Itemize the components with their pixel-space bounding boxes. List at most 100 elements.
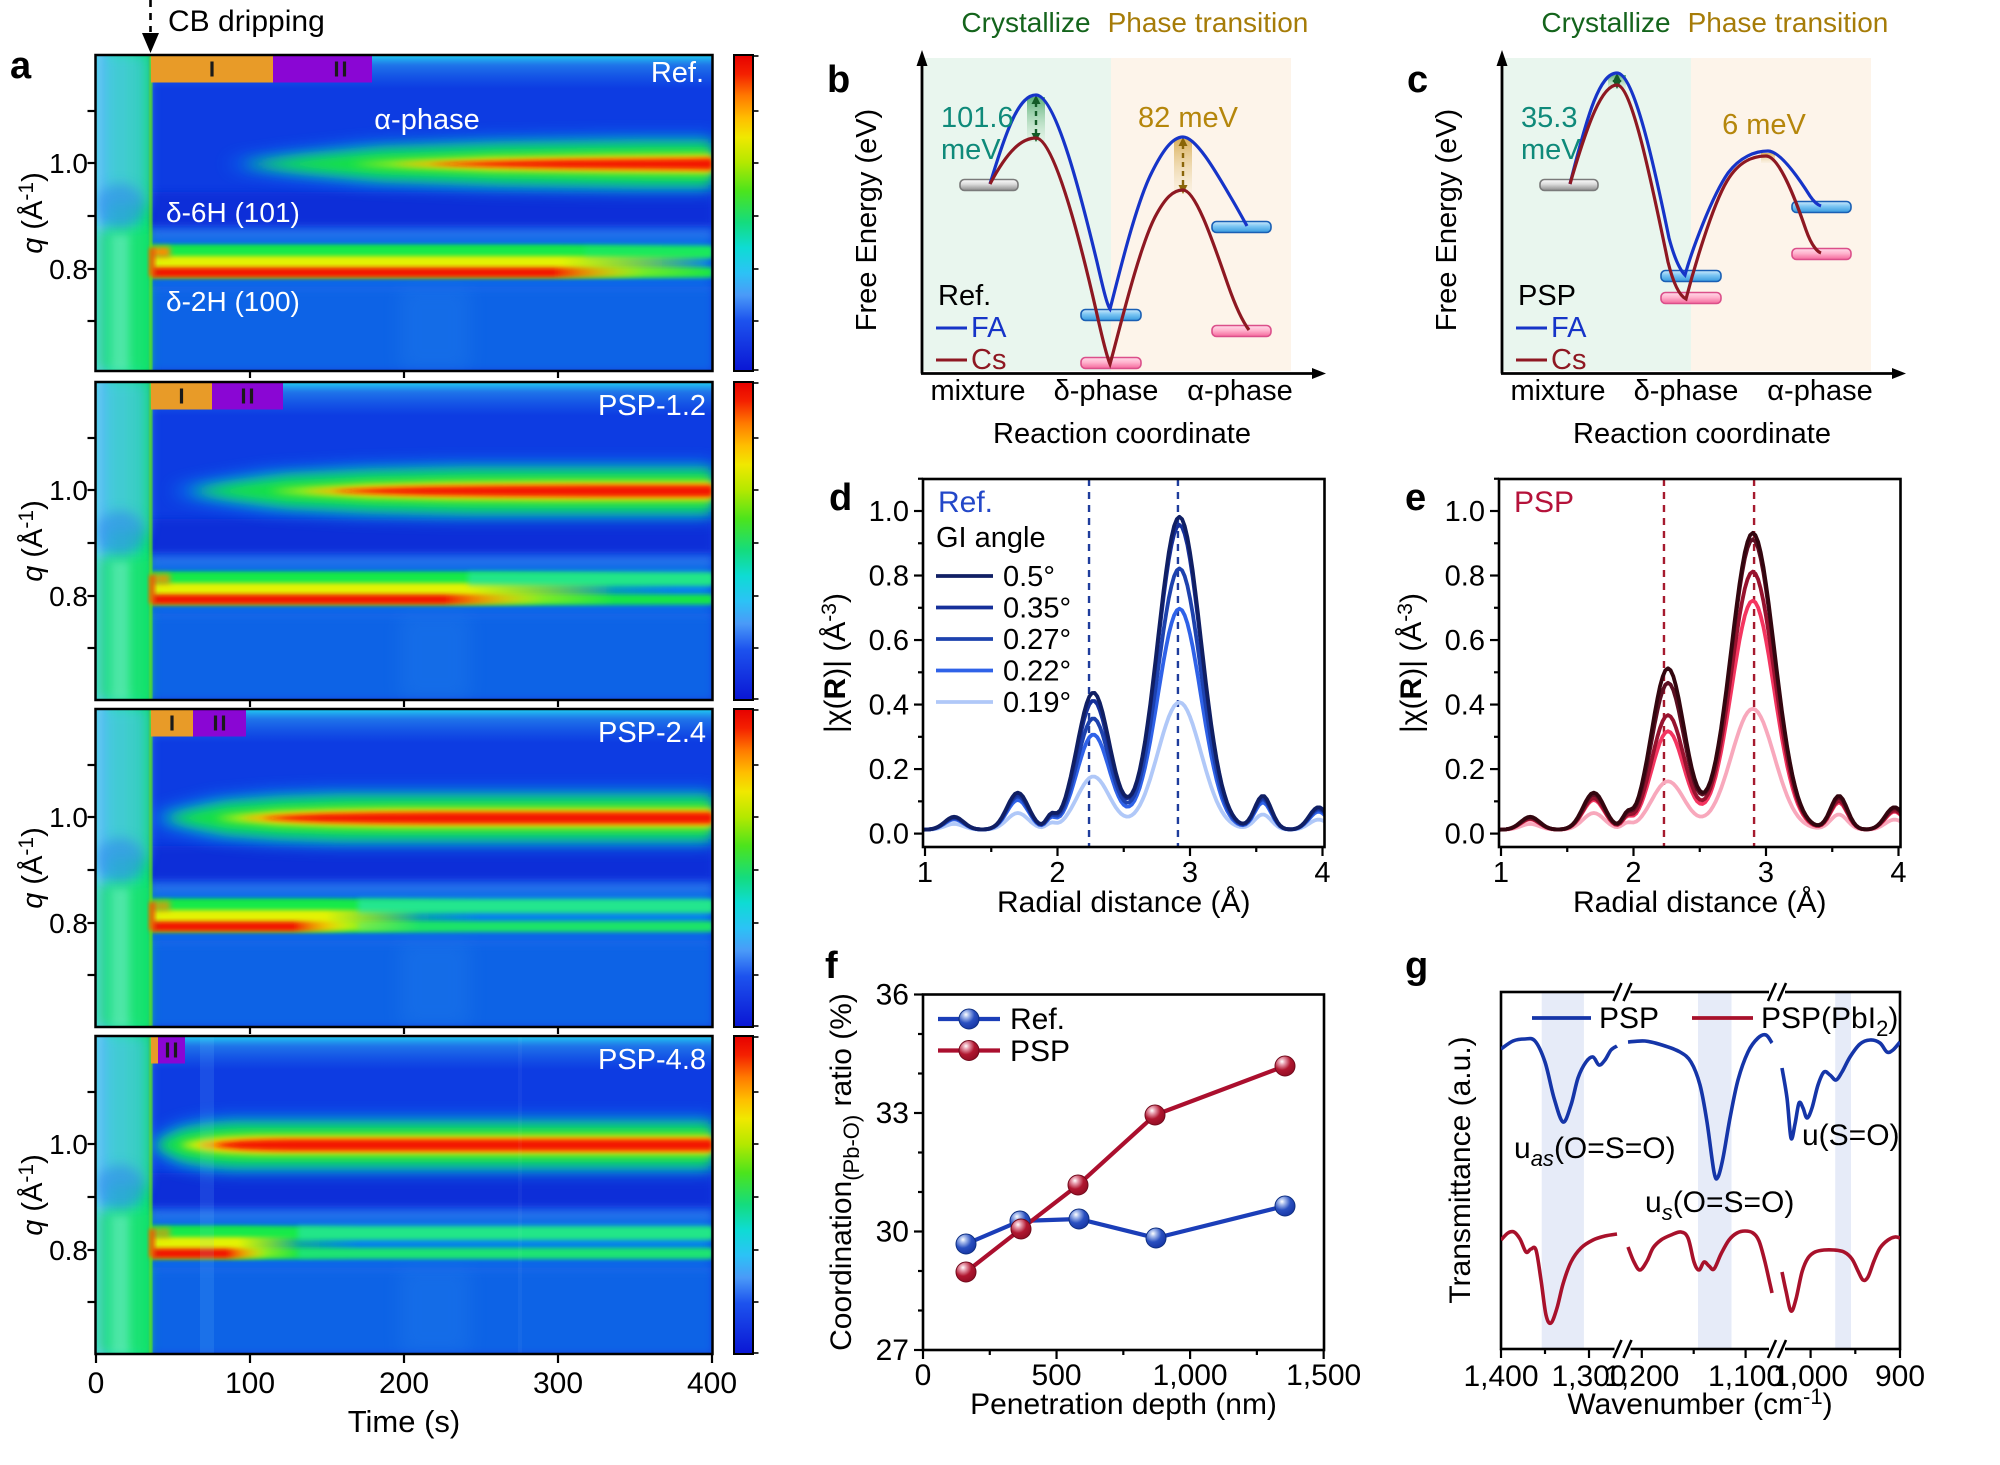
svg-text:1.0: 1.0 bbox=[49, 148, 88, 179]
svg-text:PSP-1.2: PSP-1.2 bbox=[598, 390, 706, 422]
svg-text:PSP-4.8: PSP-4.8 bbox=[598, 1044, 706, 1076]
svg-text:0.8: 0.8 bbox=[1445, 561, 1485, 593]
svg-text:GI angle: GI angle bbox=[936, 522, 1046, 554]
svg-text:82 meV: 82 meV bbox=[1138, 102, 1239, 134]
svg-text:30: 30 bbox=[876, 1216, 909, 1249]
svg-text:0.0: 0.0 bbox=[869, 819, 909, 851]
svg-text:27: 27 bbox=[876, 1334, 909, 1367]
svg-text:e: e bbox=[1405, 477, 1426, 519]
svg-text:0.27°: 0.27° bbox=[1003, 624, 1071, 656]
svg-text:us(O=S=O): us(O=S=O) bbox=[1645, 1186, 1794, 1225]
svg-text:PSP: PSP bbox=[1518, 280, 1576, 312]
svg-text:mixture: mixture bbox=[1510, 375, 1605, 407]
svg-text:Crystallize: Crystallize bbox=[961, 7, 1090, 38]
svg-text:PSP: PSP bbox=[1599, 1002, 1659, 1035]
svg-text:meV: meV bbox=[1521, 134, 1581, 166]
svg-text:Cs: Cs bbox=[1551, 344, 1586, 376]
svg-text:1: 1 bbox=[917, 857, 933, 889]
svg-text:1,300: 1,300 bbox=[1551, 1360, 1626, 1393]
svg-text:FA: FA bbox=[1551, 312, 1587, 344]
svg-text:δ-phase: δ-phase bbox=[1634, 375, 1739, 407]
svg-text:6 meV: 6 meV bbox=[1722, 109, 1806, 141]
svg-text:PSP: PSP bbox=[1514, 486, 1574, 519]
svg-text:4: 4 bbox=[1314, 857, 1330, 889]
svg-text:3: 3 bbox=[1182, 857, 1198, 889]
svg-text:PSP: PSP bbox=[1010, 1035, 1070, 1068]
svg-text:1.0: 1.0 bbox=[49, 1129, 88, 1160]
svg-text:mixture: mixture bbox=[930, 375, 1025, 407]
svg-text:1,000: 1,000 bbox=[1153, 1359, 1228, 1392]
svg-text:Coordination(Pb-O) ratio (%): Coordination(Pb-O) ratio (%) bbox=[825, 993, 864, 1351]
svg-text:q (Å-1): q (Å-1) bbox=[15, 827, 49, 909]
svg-text:δ-6H (101): δ-6H (101) bbox=[166, 197, 300, 228]
svg-text:0.2: 0.2 bbox=[869, 754, 909, 786]
svg-text:0.8: 0.8 bbox=[49, 254, 88, 285]
svg-text:1,400: 1,400 bbox=[1463, 1360, 1538, 1393]
svg-text:1,500: 1,500 bbox=[1286, 1359, 1361, 1392]
svg-text:Penetration depth (nm): Penetration depth (nm) bbox=[970, 1388, 1277, 1421]
svg-text:0.35°: 0.35° bbox=[1003, 593, 1071, 625]
svg-text:1,000: 1,000 bbox=[1773, 1360, 1848, 1393]
svg-text:0.8: 0.8 bbox=[869, 561, 909, 593]
svg-text:0.19°: 0.19° bbox=[1003, 687, 1071, 719]
svg-text:500: 500 bbox=[1032, 1359, 1082, 1392]
svg-text:Cs: Cs bbox=[971, 344, 1006, 376]
svg-text:α-phase: α-phase bbox=[1767, 375, 1872, 407]
svg-text:0.6: 0.6 bbox=[1445, 625, 1485, 657]
svg-text:1,100: 1,100 bbox=[1708, 1360, 1783, 1393]
svg-text:35.3: 35.3 bbox=[1521, 102, 1577, 134]
svg-text:b: b bbox=[827, 59, 850, 101]
svg-text:|χ(R)| (Å-3): |χ(R)| (Å-3) bbox=[818, 593, 852, 733]
svg-text:g: g bbox=[1405, 945, 1428, 987]
svg-text:0: 0 bbox=[915, 1359, 932, 1392]
svg-text:f: f bbox=[825, 945, 838, 987]
svg-text:0.4: 0.4 bbox=[1445, 690, 1485, 722]
svg-text:1.0: 1.0 bbox=[49, 802, 88, 833]
svg-text:0.22°: 0.22° bbox=[1003, 656, 1071, 688]
svg-text:q (Å-1): q (Å-1) bbox=[15, 172, 49, 254]
svg-text:0.5°: 0.5° bbox=[1003, 561, 1055, 593]
svg-text:0.4: 0.4 bbox=[869, 690, 909, 722]
svg-text:Reaction coordinate: Reaction coordinate bbox=[1573, 418, 1831, 450]
svg-text:PSP-2.4: PSP-2.4 bbox=[598, 717, 706, 749]
svg-text:c: c bbox=[1407, 59, 1428, 101]
svg-text:α-phase: α-phase bbox=[1187, 375, 1292, 407]
svg-text:1.0: 1.0 bbox=[49, 475, 88, 506]
svg-text:Radial distance (Å): Radial distance (Å) bbox=[1573, 886, 1826, 919]
svg-text:δ-phase: δ-phase bbox=[1054, 375, 1159, 407]
svg-text:Time (s): Time (s) bbox=[348, 1404, 461, 1439]
svg-text:200: 200 bbox=[379, 1367, 429, 1400]
svg-text:Radial distance (Å): Radial distance (Å) bbox=[997, 886, 1250, 919]
svg-text:0.8: 0.8 bbox=[49, 908, 88, 939]
svg-text:2: 2 bbox=[1625, 857, 1641, 889]
svg-text:Reaction coordinate: Reaction coordinate bbox=[993, 418, 1251, 450]
svg-text:36: 36 bbox=[876, 979, 909, 1012]
svg-text:Crystallize: Crystallize bbox=[1541, 7, 1670, 38]
svg-text:CB dripping: CB dripping bbox=[168, 5, 325, 38]
svg-text:d: d bbox=[829, 477, 852, 519]
svg-text:101.6: 101.6 bbox=[941, 102, 1014, 134]
svg-text:Transmittance (a.u.): Transmittance (a.u.) bbox=[1444, 1036, 1477, 1303]
svg-text:400: 400 bbox=[687, 1367, 737, 1400]
svg-text:α-phase: α-phase bbox=[374, 104, 479, 136]
svg-text:1,200: 1,200 bbox=[1604, 1360, 1679, 1393]
svg-text:PSP(PbI2): PSP(PbI2) bbox=[1761, 1002, 1898, 1041]
svg-text:Ref.: Ref. bbox=[1010, 1003, 1065, 1036]
svg-text:0.8: 0.8 bbox=[49, 1235, 88, 1266]
svg-text:0.6: 0.6 bbox=[869, 625, 909, 657]
svg-text:0.2: 0.2 bbox=[1445, 754, 1485, 786]
svg-text:1: 1 bbox=[1493, 857, 1509, 889]
svg-text:1.0: 1.0 bbox=[1445, 496, 1485, 528]
svg-text:Phase transition: Phase transition bbox=[1108, 7, 1309, 38]
svg-text:300: 300 bbox=[533, 1367, 583, 1400]
svg-text:Free Energy (eV): Free Energy (eV) bbox=[1431, 109, 1463, 331]
svg-text:FA: FA bbox=[971, 312, 1007, 344]
svg-text:δ-2H (100): δ-2H (100) bbox=[166, 286, 300, 317]
svg-text:u(S=O): u(S=O) bbox=[1802, 1119, 1900, 1152]
svg-text:Ref.: Ref. bbox=[938, 486, 993, 519]
svg-text:4: 4 bbox=[1890, 857, 1906, 889]
svg-text:0.0: 0.0 bbox=[1445, 819, 1485, 851]
svg-text:1.0: 1.0 bbox=[869, 496, 909, 528]
svg-text:Ref.: Ref. bbox=[651, 57, 704, 89]
svg-text:meV: meV bbox=[941, 134, 1001, 166]
